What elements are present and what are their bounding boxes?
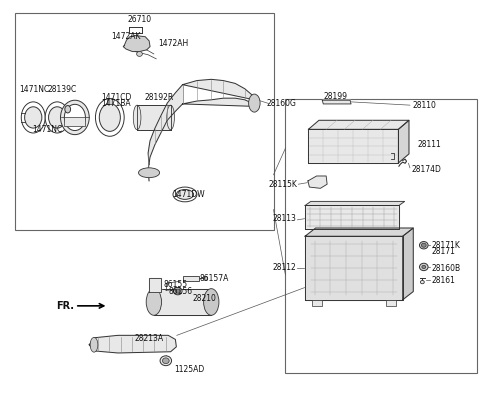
Bar — [312, 300, 322, 306]
Text: FR.: FR. — [56, 301, 74, 311]
Text: 1125AD: 1125AD — [175, 365, 205, 374]
Ellipse shape — [96, 99, 124, 136]
Polygon shape — [149, 278, 161, 292]
Ellipse shape — [24, 107, 42, 128]
Text: 28139C: 28139C — [48, 85, 77, 94]
Polygon shape — [123, 35, 150, 51]
Polygon shape — [148, 79, 254, 181]
Polygon shape — [403, 228, 413, 300]
Text: 28110: 28110 — [412, 101, 436, 110]
Text: 1471CD: 1471CD — [101, 93, 132, 102]
Ellipse shape — [60, 100, 89, 135]
Text: 28115K: 28115K — [268, 180, 298, 189]
Text: 86157A: 86157A — [199, 274, 228, 283]
Ellipse shape — [175, 289, 180, 293]
Ellipse shape — [162, 358, 169, 364]
Polygon shape — [305, 236, 403, 300]
Ellipse shape — [48, 107, 66, 128]
Ellipse shape — [204, 276, 207, 280]
Ellipse shape — [99, 104, 120, 132]
Ellipse shape — [146, 289, 161, 315]
Polygon shape — [89, 335, 176, 353]
Ellipse shape — [420, 242, 428, 249]
Ellipse shape — [21, 102, 45, 133]
Text: 86155: 86155 — [163, 279, 188, 289]
Text: 1472AK: 1472AK — [111, 32, 140, 41]
Ellipse shape — [137, 51, 143, 56]
Text: 28171K: 28171K — [432, 241, 460, 250]
Text: 28174D: 28174D — [411, 165, 441, 174]
Text: 86156: 86156 — [168, 286, 192, 296]
Ellipse shape — [176, 189, 193, 199]
Text: 28160B: 28160B — [432, 264, 461, 272]
Ellipse shape — [139, 168, 159, 178]
Text: 28213A: 28213A — [135, 334, 164, 343]
Text: 28111: 28111 — [417, 140, 441, 148]
Ellipse shape — [173, 187, 197, 202]
Polygon shape — [323, 100, 351, 104]
Polygon shape — [309, 120, 409, 129]
Ellipse shape — [249, 94, 260, 112]
Bar — [15, 13, 274, 230]
Text: 28171: 28171 — [432, 247, 456, 256]
Ellipse shape — [421, 243, 426, 247]
Bar — [64, 117, 85, 126]
Text: 28113: 28113 — [273, 214, 297, 223]
Polygon shape — [305, 228, 413, 236]
Polygon shape — [305, 201, 405, 206]
Ellipse shape — [90, 337, 98, 352]
Ellipse shape — [173, 287, 182, 295]
Polygon shape — [398, 120, 409, 163]
Bar — [108, 98, 112, 104]
Ellipse shape — [45, 102, 69, 133]
Polygon shape — [305, 206, 399, 229]
Text: 1471NC: 1471NC — [19, 85, 49, 94]
Text: 28112: 28112 — [273, 263, 297, 272]
Bar — [386, 300, 396, 306]
Text: 28210: 28210 — [192, 294, 216, 303]
Text: 1471DW: 1471DW — [172, 190, 204, 199]
Polygon shape — [308, 176, 327, 188]
Text: 1472AH: 1472AH — [158, 39, 189, 48]
Text: 28192R: 28192R — [144, 93, 174, 102]
Text: 1471BA: 1471BA — [101, 99, 131, 109]
Ellipse shape — [65, 106, 71, 113]
Text: 28160G: 28160G — [266, 99, 296, 108]
Ellipse shape — [160, 356, 171, 366]
Text: 26710: 26710 — [127, 16, 152, 24]
Ellipse shape — [422, 266, 426, 268]
Text: 28161: 28161 — [432, 275, 456, 284]
Ellipse shape — [420, 263, 428, 270]
Ellipse shape — [420, 280, 424, 284]
Ellipse shape — [167, 105, 174, 130]
Text: 28199: 28199 — [324, 92, 348, 101]
Ellipse shape — [64, 104, 85, 131]
Bar — [182, 275, 199, 281]
Bar — [137, 105, 170, 130]
Polygon shape — [154, 289, 211, 315]
Polygon shape — [309, 129, 398, 163]
Bar — [286, 99, 477, 374]
Ellipse shape — [204, 289, 219, 315]
Ellipse shape — [133, 105, 141, 130]
Text: 1471NC: 1471NC — [32, 125, 62, 134]
